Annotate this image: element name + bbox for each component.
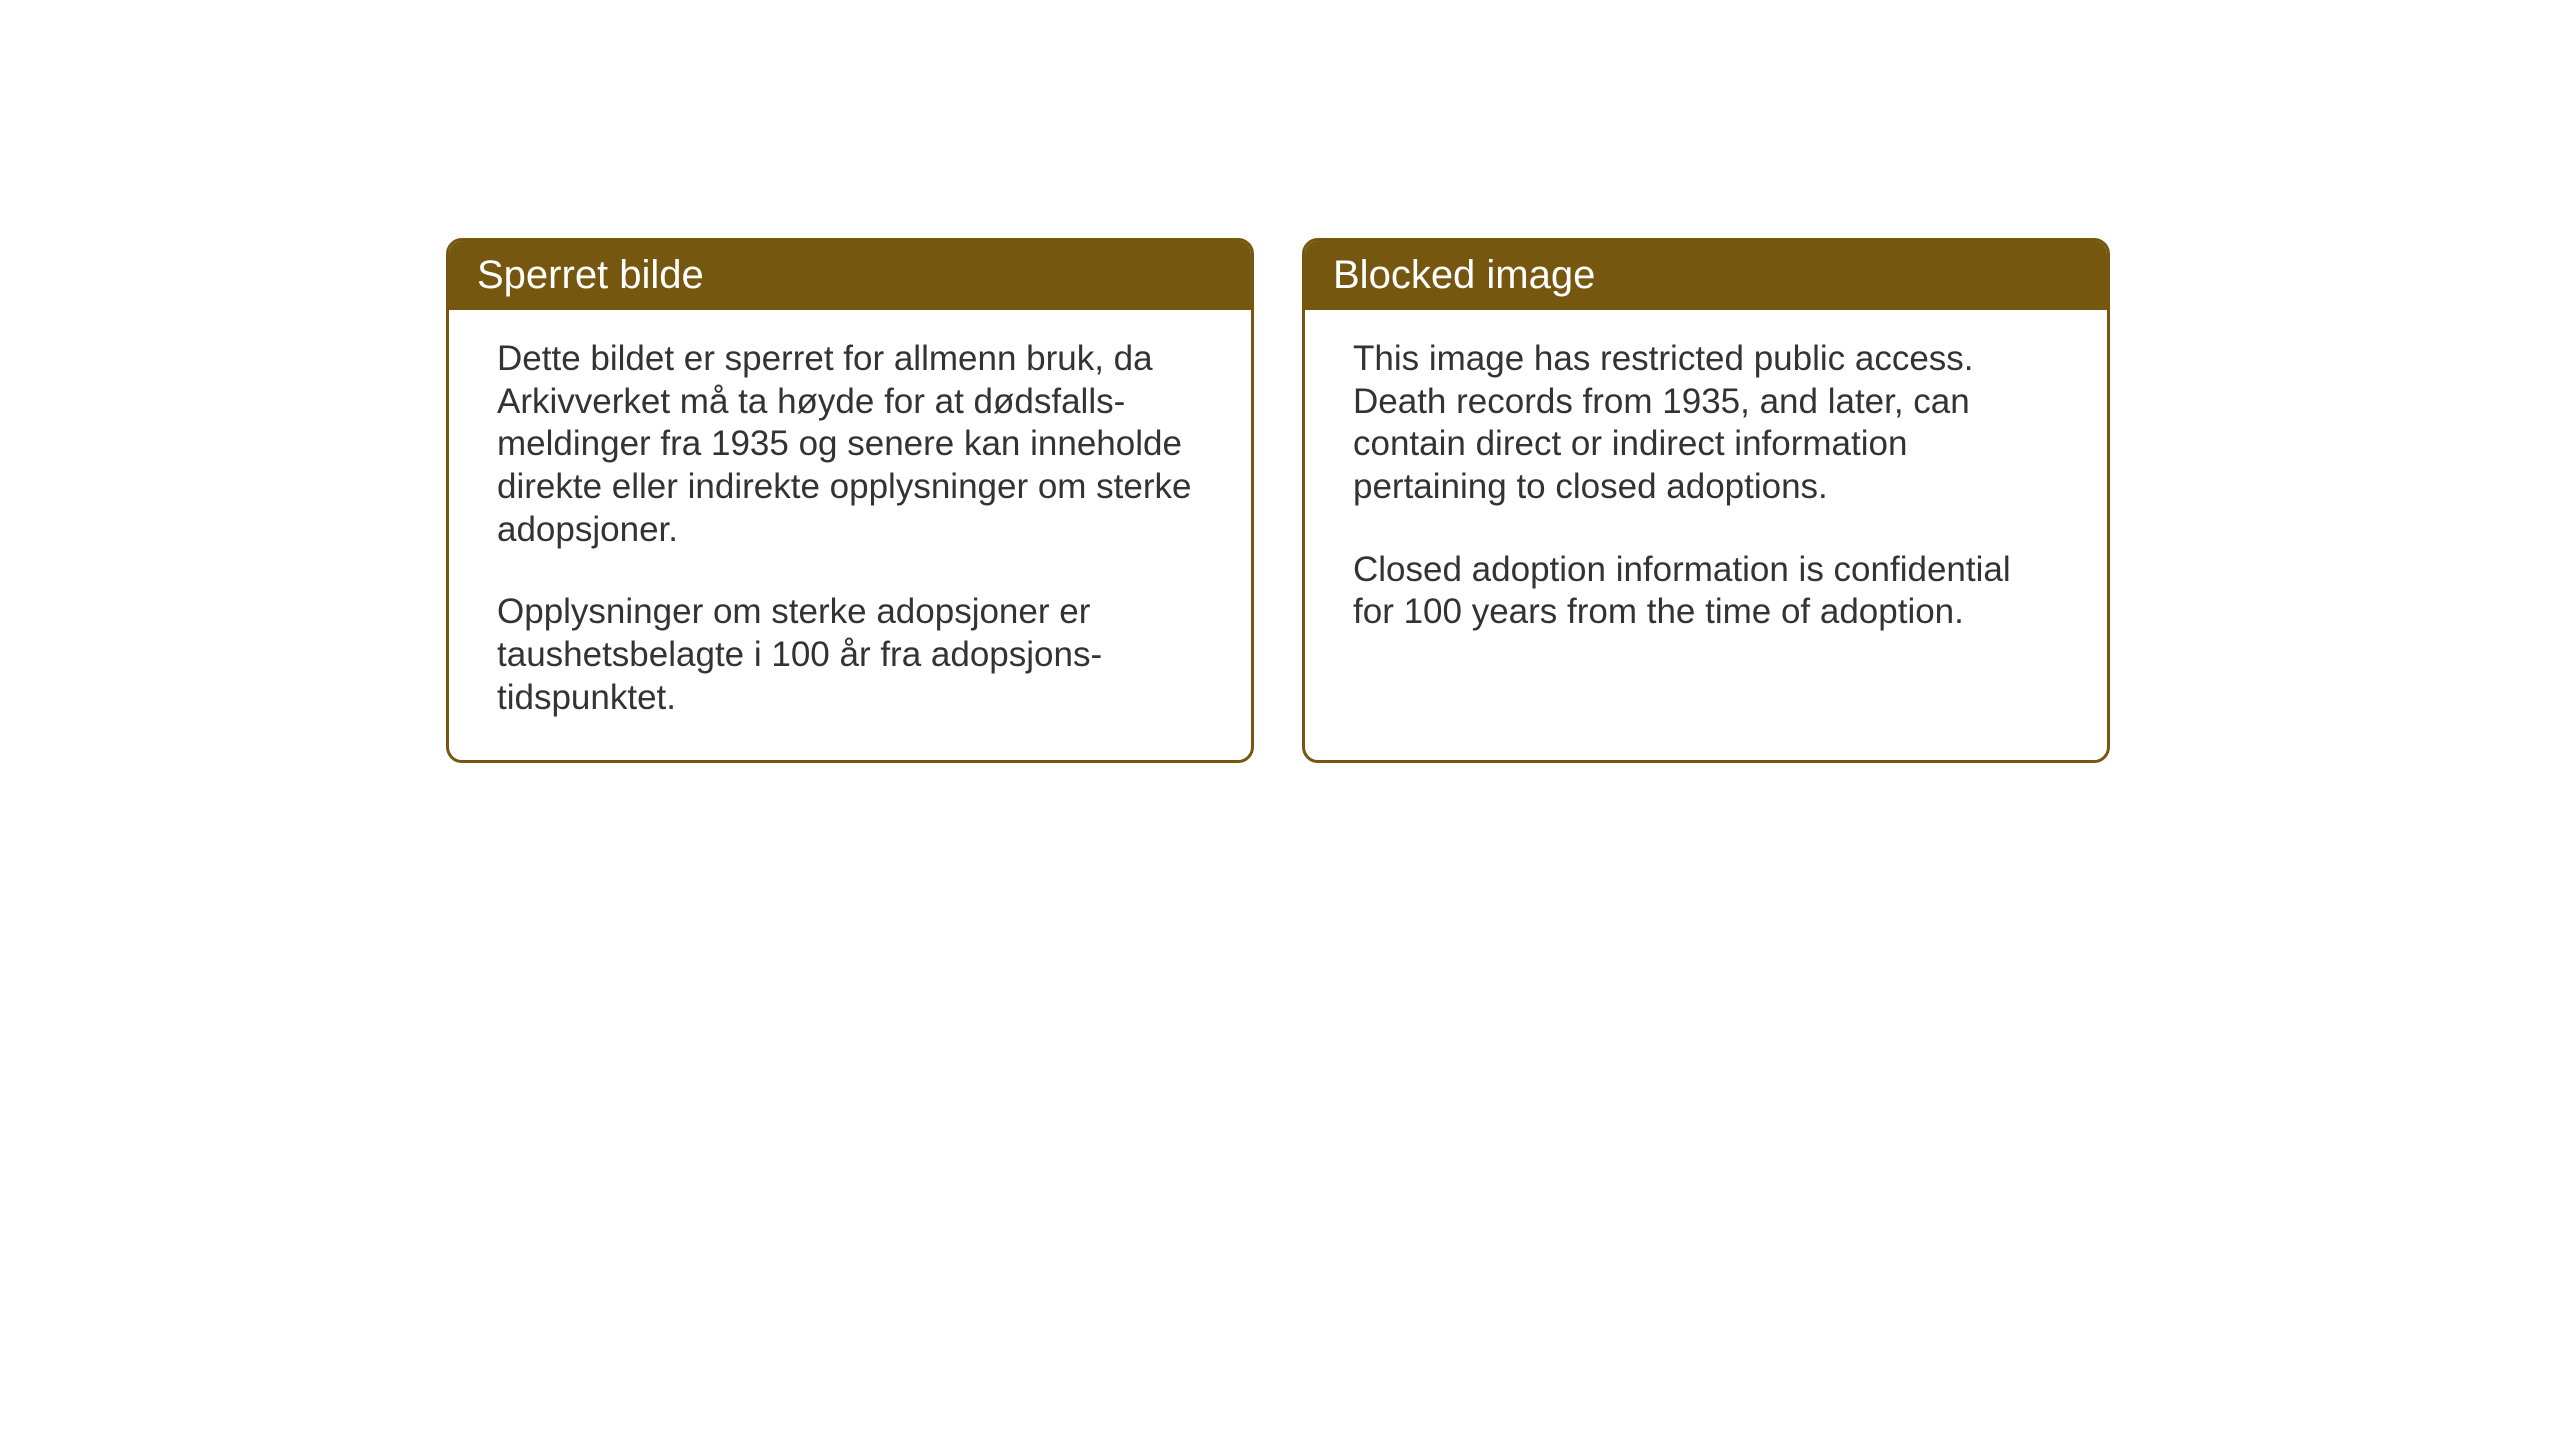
english-paragraph-1: This image has restricted public access.…	[1353, 338, 2059, 509]
english-paragraph-2: Closed adoption information is confident…	[1353, 549, 2059, 634]
norwegian-notice-card: Sperret bilde Dette bildet er sperret fo…	[446, 238, 1254, 763]
norwegian-paragraph-1: Dette bildet er sperret for allmenn bruk…	[497, 338, 1203, 551]
norwegian-paragraph-2: Opplysninger om sterke adopsjoner er tau…	[497, 591, 1203, 719]
english-notice-card: Blocked image This image has restricted …	[1302, 238, 2110, 763]
english-card-title: Blocked image	[1305, 241, 2107, 310]
english-card-body: This image has restricted public access.…	[1305, 310, 2107, 700]
norwegian-card-title: Sperret bilde	[449, 241, 1251, 310]
notice-cards-container: Sperret bilde Dette bildet er sperret fo…	[446, 238, 2110, 763]
norwegian-card-body: Dette bildet er sperret for allmenn bruk…	[449, 310, 1251, 760]
